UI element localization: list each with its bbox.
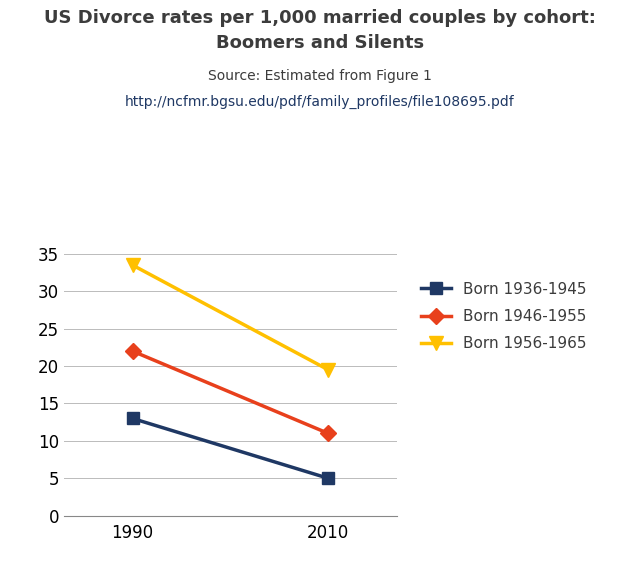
Text: Source: Estimated from Figure 1: Source: Estimated from Figure 1 [208,69,432,83]
Born 1956-1965 [324,366,332,373]
Born 1956-1965 [129,262,136,269]
Born 1936-1945 [129,415,136,422]
Text: Boomers and Silents: Boomers and Silents [216,34,424,52]
Born 1946-1955 [129,348,136,355]
Legend: Born 1936-1945, Born 1946-1955, Born 1956-1965: Born 1936-1945, Born 1946-1955, Born 195… [415,276,593,357]
Born 1936-1945 [324,475,332,482]
Born 1946-1955 [324,430,332,437]
Line: Born 1956-1965: Born 1956-1965 [125,258,335,377]
Text: US Divorce rates per 1,000 married couples by cohort:: US Divorce rates per 1,000 married coupl… [44,9,596,26]
Text: http://ncfmr.bgsu.edu/pdf/family_profiles/file108695.pdf: http://ncfmr.bgsu.edu/pdf/family_profile… [125,95,515,109]
Line: Born 1936-1945: Born 1936-1945 [127,413,334,484]
Line: Born 1946-1955: Born 1946-1955 [127,346,334,439]
